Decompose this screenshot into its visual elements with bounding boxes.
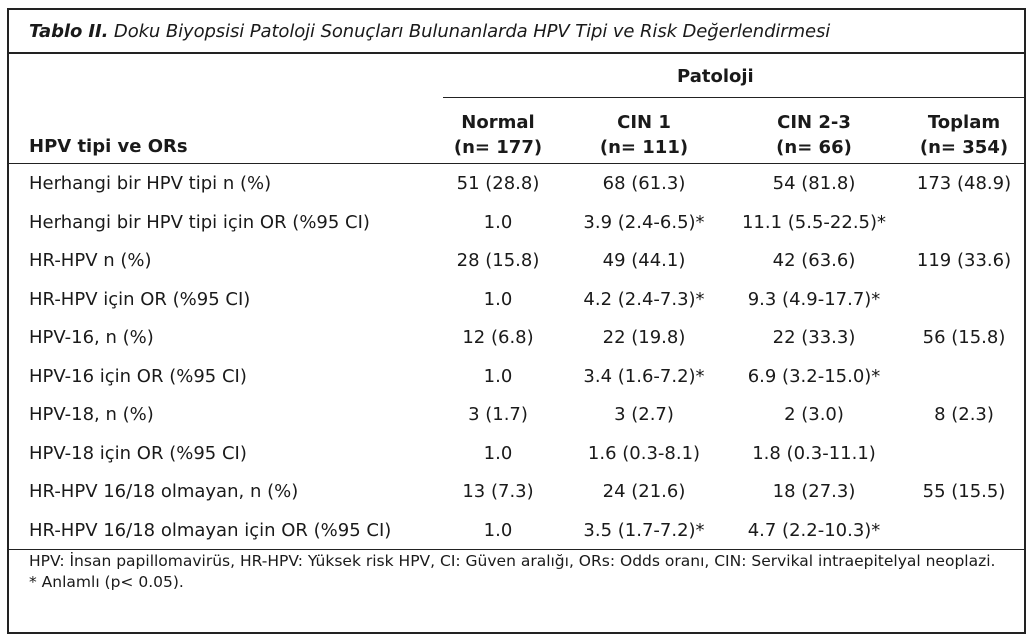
footnote-significance: * Anlamlı (p< 0.05).: [29, 573, 184, 591]
cell-normal: 1.0: [483, 211, 513, 233]
cell-cin1: 1.6 (0.3-8.1): [587, 442, 701, 464]
table-row: HPV-18 için OR (%95 CI) 1.0 1.6 (0.3-8.1…: [9, 434, 1024, 473]
table-row: HR-HPV için OR (%95 CI) 1.0 4.2 (2.4-7.3…: [9, 280, 1024, 319]
cell-cin1: 49 (44.1): [602, 250, 686, 271]
cell-normal: 28 (15.8): [456, 250, 540, 271]
cell-normal: 3 (1.7): [468, 404, 528, 425]
cell-toplam: 119 (33.6): [916, 250, 1012, 271]
row-label: HPV-16, n (%): [29, 327, 154, 348]
column-header-cin2-3: CIN 2-3 (n= 66): [729, 110, 899, 160]
row-label: HR-HPV 16/18 olmayan için OR (%95 CI): [29, 519, 392, 541]
group-header-patoloji: Patoloji: [677, 66, 754, 87]
cell-toplam: 8 (2.3): [934, 404, 994, 425]
row-label: Herhangi bir HPV tipi için OR (%95 CI): [29, 211, 370, 233]
row-header: HPV tipi ve ORs: [29, 136, 188, 157]
table-row: HPV-16, n (%) 12 (6.8) 22 (19.8) 22 (33.…: [9, 318, 1024, 357]
table-title: Tablo II. Doku Biyopsisi Patoloji Sonuçl…: [29, 21, 830, 42]
cell-toplam: 55 (15.5): [922, 481, 1006, 502]
cell-cin1: 3 (2.7): [614, 404, 674, 425]
table-frame: Tablo II. Doku Biyopsisi Patoloji Sonuçl…: [7, 8, 1026, 634]
row-label: HR-HPV 16/18 olmayan, n (%): [29, 481, 299, 502]
cell-normal: 1.0: [483, 519, 513, 541]
table-row: HR-HPV n (%) 28 (15.8) 49 (44.1) 42 (63.…: [9, 241, 1024, 280]
cell-cin1: 3.9 (2.4-6.5)*: [583, 211, 705, 233]
row-label: HPV-18 için OR (%95 CI): [29, 442, 247, 464]
cell-cin1: 24 (21.6): [602, 481, 686, 502]
column-name: CIN 1: [617, 112, 671, 133]
cell-cin1: 22 (19.8): [602, 327, 686, 348]
footnote-abbreviations: HPV: İnsan papillomavirüs, HR-HPV: Yükse…: [29, 552, 996, 570]
cell-cin1: 3.5 (1.7-7.2)*: [583, 519, 705, 541]
cell-cin1: 68 (61.3): [602, 173, 686, 194]
footer-rule: [9, 549, 1024, 550]
cell-cin2-3: 1.8 (0.3-11.1): [752, 442, 876, 464]
column-count: (n= 111): [599, 137, 689, 158]
row-label: HPV-18, n (%): [29, 404, 154, 425]
column-count: (n= 354): [919, 137, 1009, 158]
cell-cin1: 3.4 (1.6-7.2)*: [583, 365, 705, 387]
column-count: (n= 66): [776, 137, 852, 158]
table-row: HPV-18, n (%) 3 (1.7) 3 (2.7) 2 (3.0) 8 …: [9, 395, 1024, 434]
row-label: HR-HPV n (%): [29, 250, 152, 271]
table-row: HPV-16 için OR (%95 CI) 1.0 3.4 (1.6-7.2…: [9, 357, 1024, 396]
cell-cin2-3: 6.9 (3.2-15.0)*: [747, 365, 881, 387]
table-body: Herhangi bir HPV tipi n (%) 51 (28.8) 68…: [9, 164, 1024, 549]
table-row: HR-HPV 16/18 olmayan için OR (%95 CI) 1.…: [9, 511, 1024, 550]
column-header-normal: Normal (n= 177): [443, 110, 553, 160]
cell-cin1: 4.2 (2.4-7.3)*: [583, 288, 705, 310]
cell-normal: 13 (7.3): [462, 481, 534, 502]
cell-cin2-3: 9.3 (4.9-17.7)*: [747, 288, 881, 310]
cell-cin2-3: 18 (27.3): [772, 481, 856, 502]
cell-normal: 12 (6.8): [462, 327, 534, 348]
row-label: HPV-16 için OR (%95 CI): [29, 365, 247, 387]
row-label: HR-HPV için OR (%95 CI): [29, 288, 251, 310]
group-header-rule: [443, 97, 1024, 98]
table-footnotes: HPV: İnsan papillomavirüs, HR-HPV: Yükse…: [29, 551, 1009, 593]
column-header-cin1: CIN 1 (n= 111): [569, 110, 719, 160]
cell-cin2-3: 54 (81.8): [772, 173, 856, 194]
column-count: (n= 177): [453, 137, 543, 158]
row-label: Herhangi bir HPV tipi n (%): [29, 173, 272, 194]
cell-normal: 1.0: [483, 442, 513, 464]
column-name: Normal: [461, 112, 535, 133]
table-row: Herhangi bir HPV tipi n (%) 51 (28.8) 68…: [9, 164, 1024, 203]
cell-cin2-3: 42 (63.6): [772, 250, 856, 271]
table-title-label: Tablo II.: [29, 21, 109, 42]
cell-toplam: 56 (15.8): [922, 327, 1006, 348]
cell-cin2-3: 11.1 (5.5-22.5)*: [741, 211, 887, 233]
header-rule: [9, 163, 1024, 164]
table-title-bar: Tablo II. Doku Biyopsisi Patoloji Sonuçl…: [9, 10, 1024, 54]
cell-normal: 1.0: [483, 365, 513, 387]
cell-cin2-3: 4.7 (2.2-10.3)*: [747, 519, 881, 541]
cell-normal: 1.0: [483, 288, 513, 310]
table-title-text: Doku Biyopsisi Patoloji Sonuçları Buluna…: [108, 21, 831, 42]
cell-cin2-3: 2 (3.0): [784, 404, 844, 425]
column-name: Toplam: [927, 112, 1001, 133]
column-name: CIN 2-3: [777, 112, 851, 133]
column-header-toplam: Toplam (n= 354): [909, 110, 1019, 160]
table-row: HR-HPV 16/18 olmayan, n (%) 13 (7.3) 24 …: [9, 472, 1024, 511]
cell-cin2-3: 22 (33.3): [772, 327, 856, 348]
cell-toplam: 173 (48.9): [916, 173, 1012, 194]
cell-normal: 51 (28.8): [456, 173, 540, 194]
table-row: Herhangi bir HPV tipi için OR (%95 CI) 1…: [9, 203, 1024, 242]
